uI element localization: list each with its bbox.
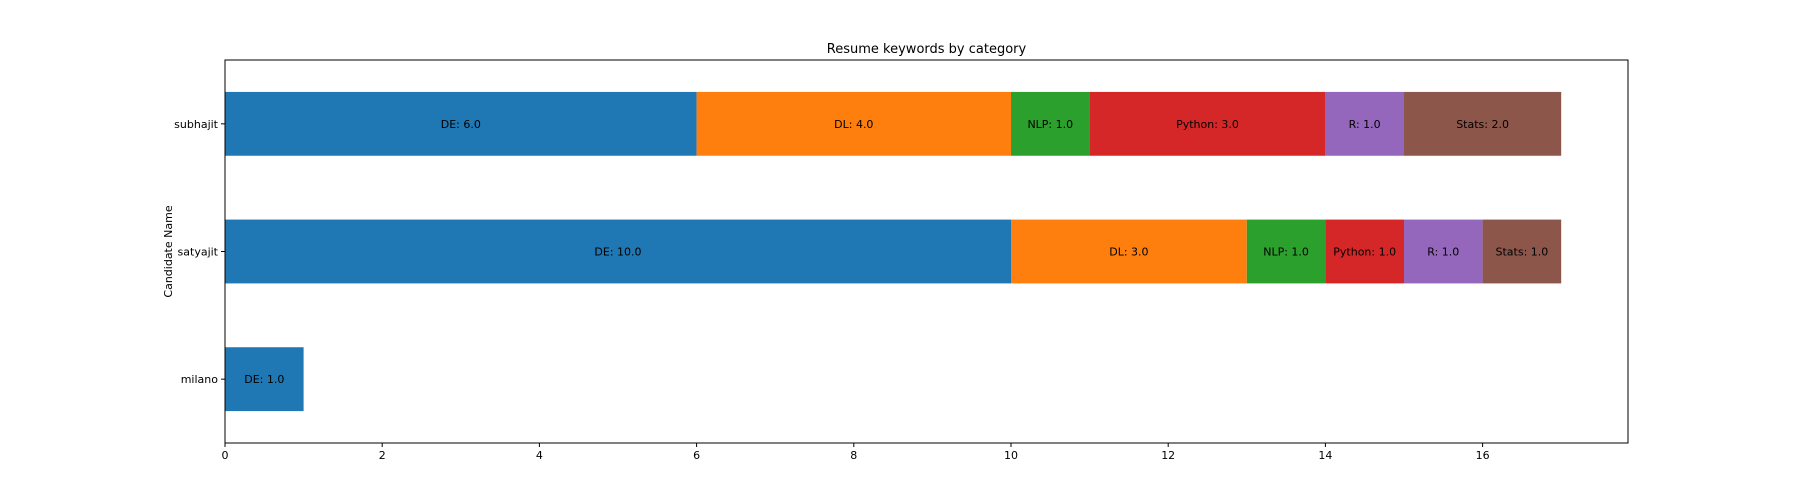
x-axis: 0 2 4 6 8 10 12 14 16 [222, 443, 1490, 462]
x-tick-label: 16 [1476, 449, 1490, 462]
data-label-subhajit-dl: DL: 4.0 [834, 118, 873, 131]
data-label-satyajit-dl: DL: 3.0 [1109, 246, 1148, 259]
chart-title: Resume keywords by category [827, 42, 1027, 57]
bar-milano-de [225, 347, 304, 412]
bar-subhajit-stats [1403, 91, 1562, 156]
x-tick-label: 2 [379, 449, 386, 462]
bar-satyajit-r [1403, 219, 1483, 284]
bar-satyajit-nlp [1246, 219, 1326, 284]
data-label-satyajit-r: R: 1.0 [1427, 246, 1459, 259]
bar-satyajit-dl [1010, 219, 1247, 284]
data-label-subhajit-python: Python: 3.0 [1176, 118, 1239, 131]
bar-satyajit-stats [1482, 219, 1562, 284]
x-tick-label: 8 [850, 449, 857, 462]
bar-satyajit-python [1325, 219, 1404, 284]
data-label-subhajit-stats: Stats: 2.0 [1456, 118, 1509, 131]
y-tick-label-satyajit: satyajit [178, 246, 219, 259]
x-tick-label: 0 [222, 449, 229, 462]
bar-satyajit-de [225, 219, 1011, 284]
data-labels-group: DE: 1.0 DE: 10.0 DL: 3.0 NLP: 1.0 Python: 1.… [244, 118, 1548, 386]
data-label-subhajit-de: DE: 6.0 [441, 118, 481, 131]
bar-subhajit-nlp [1010, 91, 1090, 156]
bar-subhajit-de [225, 91, 697, 156]
bar-subhajit-python [1089, 91, 1326, 156]
bar-subhajit-dl [696, 91, 1011, 156]
data-label-satyajit-nlp: NLP: 1.0 [1263, 246, 1309, 259]
y-tick-label-milano: milano [181, 373, 219, 386]
x-tick-label: 4 [536, 449, 543, 462]
data-label-milano-de: DE: 1.0 [244, 373, 284, 386]
y-tick-label-subhajit: subhajit [174, 118, 219, 131]
x-tick-label: 6 [693, 449, 700, 462]
x-tick-label: 14 [1318, 449, 1332, 462]
data-label-satyajit-stats: Stats: 1.0 [1496, 246, 1549, 259]
plot-frame [224, 59, 1629, 444]
data-label-subhajit-nlp: NLP: 1.0 [1027, 118, 1073, 131]
data-label-satyajit-de: DE: 10.0 [594, 246, 641, 259]
y-axis-label: Candidate Name [162, 205, 175, 297]
bar-subhajit-r [1325, 91, 1404, 156]
data-label-subhajit-r: R: 1.0 [1349, 118, 1381, 131]
x-tick-label: 12 [1161, 449, 1175, 462]
data-label-satyajit-python: Python: 1.0 [1333, 246, 1396, 259]
y-axis: milano satyajit subhajit [174, 118, 225, 386]
x-tick-label: 10 [1004, 449, 1018, 462]
bars-group [225, 91, 1562, 412]
